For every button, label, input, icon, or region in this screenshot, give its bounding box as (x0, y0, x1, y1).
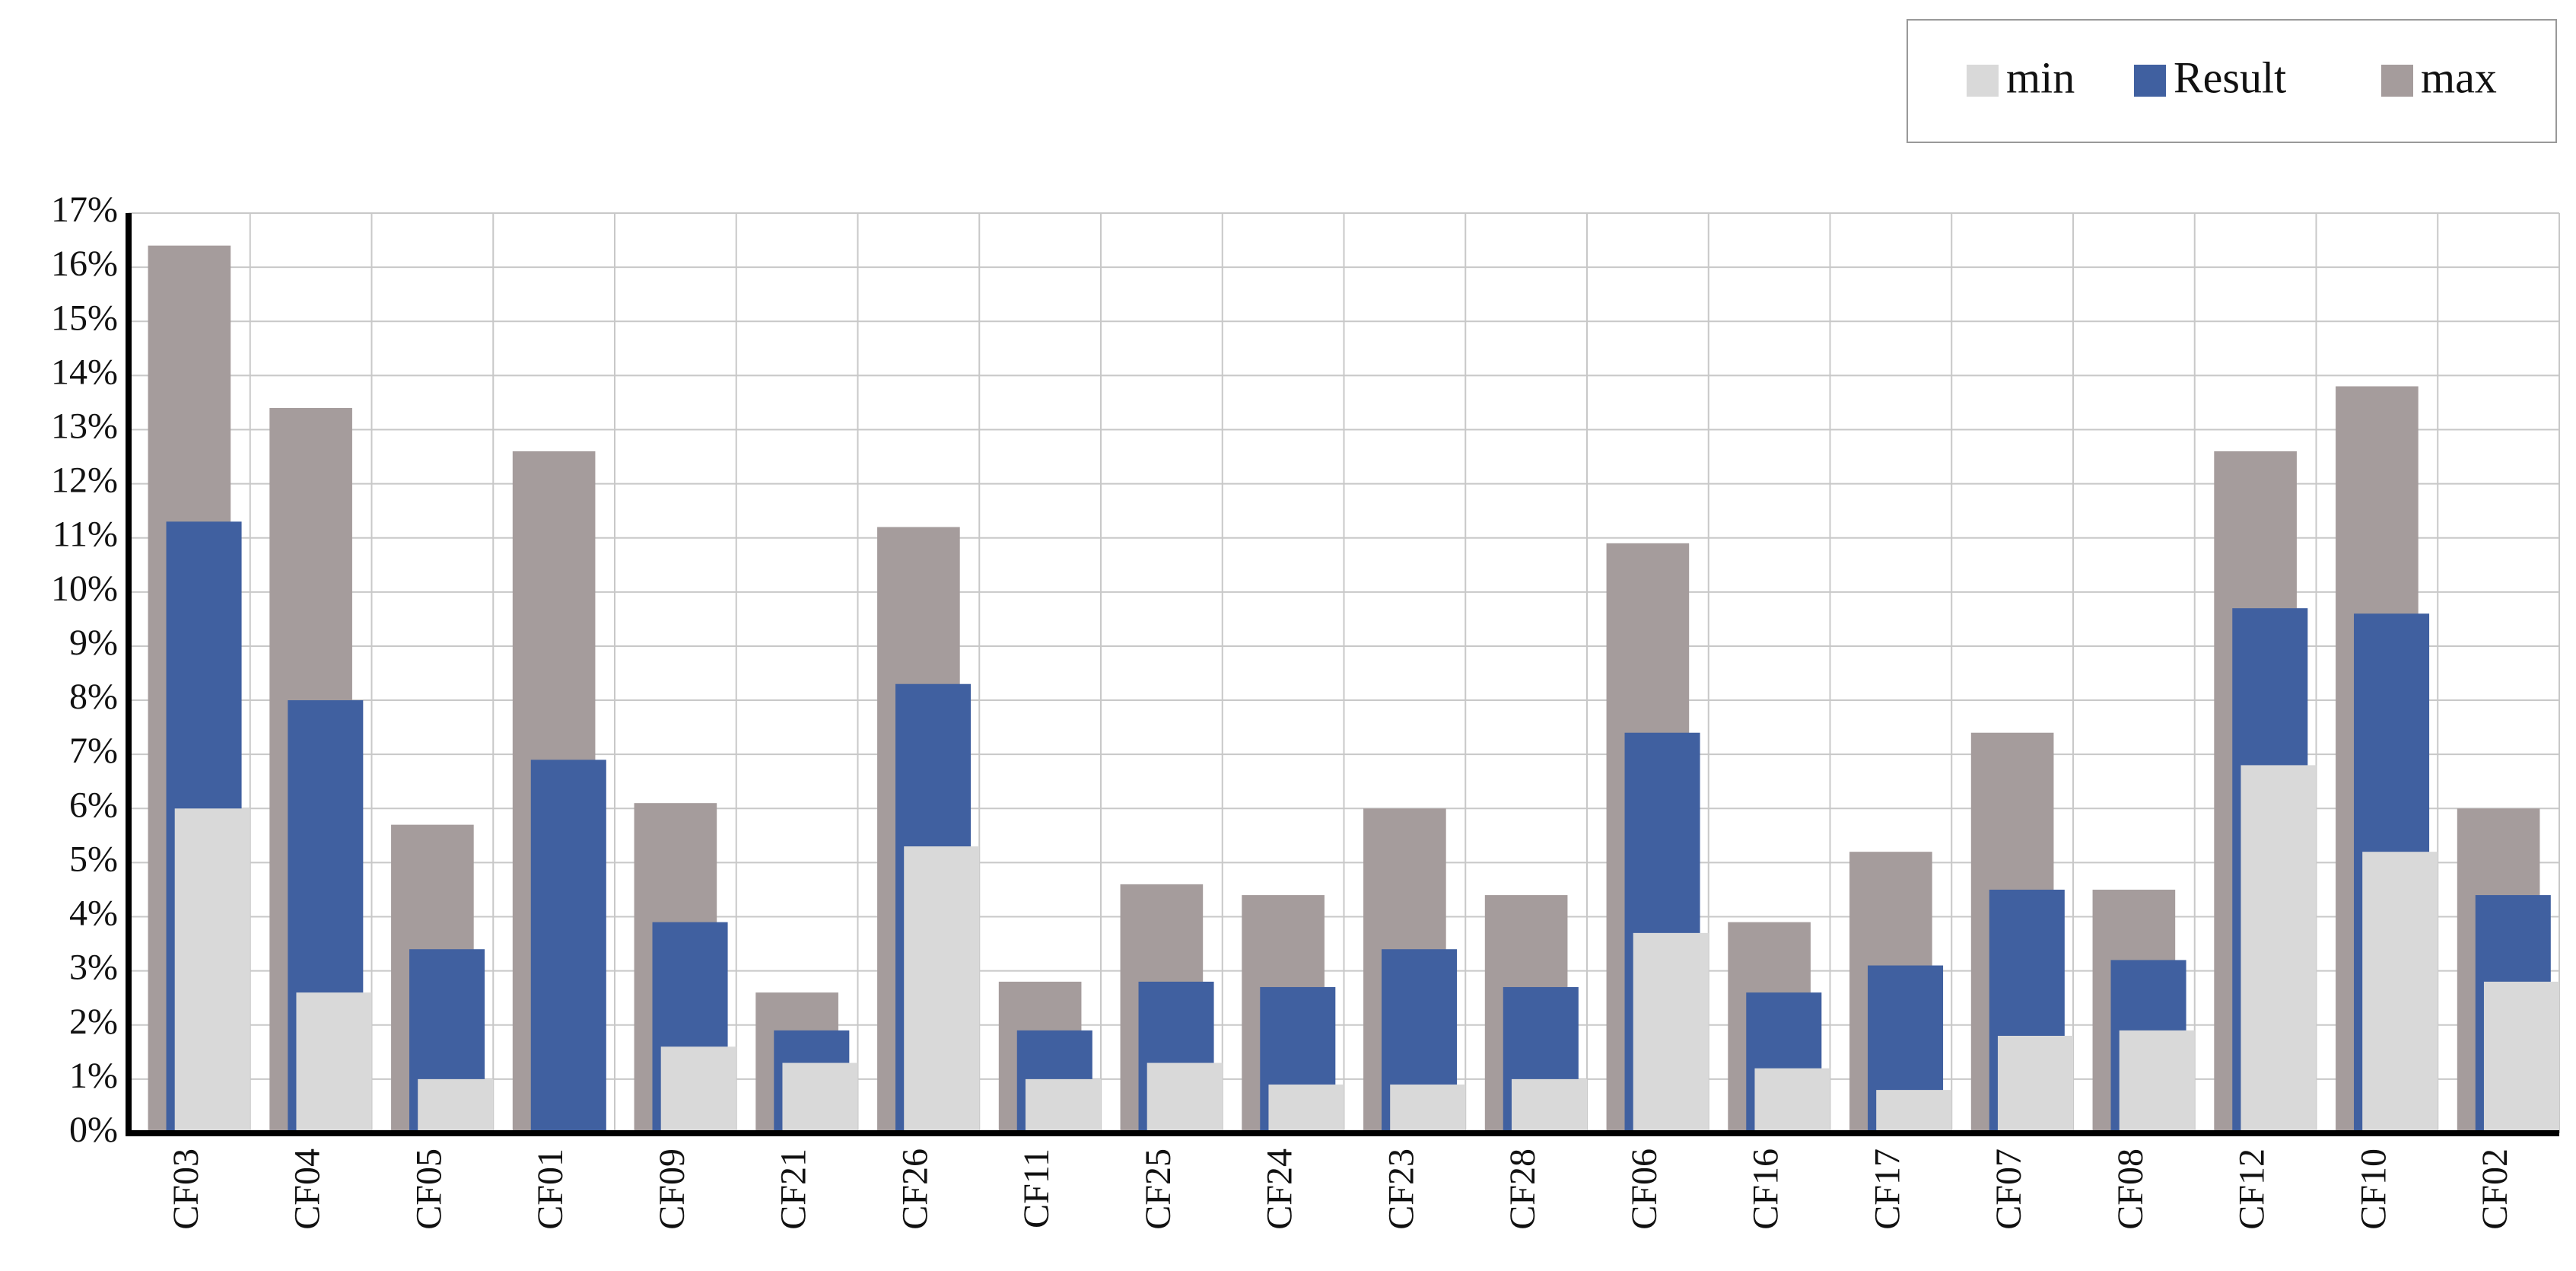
x-tick-label: CF17 (1867, 1148, 1907, 1230)
x-tick-label: CF11 (1016, 1148, 1057, 1228)
x-tick-label: CF16 (1746, 1148, 1786, 1230)
y-tick-label: 17% (51, 190, 118, 230)
x-tick-label: CF04 (288, 1148, 328, 1230)
bar (1876, 1090, 1952, 1133)
y-tick-label: 2% (69, 1002, 118, 1042)
y-tick-label: 1% (69, 1056, 118, 1096)
bar (1268, 1084, 1344, 1133)
x-tick-label: CF23 (1381, 1148, 1421, 1230)
bar (418, 1078, 494, 1133)
x-tick-label: CF25 (1138, 1148, 1178, 1230)
bar (2483, 981, 2559, 1133)
bar (1997, 1035, 2073, 1133)
bar (904, 846, 980, 1133)
bar (174, 808, 250, 1133)
x-tick-label: CF05 (409, 1148, 449, 1230)
y-tick-label: 13% (51, 406, 118, 446)
bar (530, 760, 606, 1133)
x-tick-label: CF01 (530, 1148, 571, 1230)
x-tick-label: CF08 (2110, 1148, 2151, 1230)
x-tick-label: CF26 (895, 1148, 935, 1230)
bar (1390, 1084, 1466, 1133)
x-tick-label: CF02 (2475, 1148, 2515, 1230)
bar (782, 1062, 858, 1133)
y-tick-label: 7% (69, 731, 118, 771)
y-tick-label: 14% (51, 352, 118, 392)
x-tick-label: CF28 (1503, 1148, 1543, 1230)
bar (2362, 852, 2438, 1133)
y-tick-label: 12% (51, 460, 118, 501)
legend-box (1907, 19, 2557, 143)
bar (1511, 1078, 1587, 1133)
y-tick-label: 6% (69, 785, 118, 825)
bar (660, 1046, 736, 1133)
y-tick-label: 0% (69, 1110, 118, 1150)
y-tick-label: 9% (69, 623, 118, 663)
y-tick-label: 16% (51, 244, 118, 284)
legend-swatch (2381, 65, 2413, 97)
bar (1754, 1068, 1830, 1133)
bar (296, 992, 372, 1133)
x-tick-label: CF12 (2232, 1148, 2272, 1230)
bar (2240, 765, 2317, 1133)
x-tick-label: CF07 (1989, 1148, 2029, 1230)
y-tick-label: 4% (69, 894, 118, 934)
bar (1633, 932, 1709, 1133)
y-tick-label: 5% (69, 839, 118, 879)
y-tick-label: 11% (52, 514, 118, 555)
bar (1146, 1062, 1223, 1133)
legend-swatch (1967, 65, 1999, 97)
legend-label: min (2006, 53, 2075, 102)
x-tick-label: CF06 (1624, 1148, 1665, 1230)
x-tick-label: CF03 (166, 1148, 206, 1230)
y-tick-label: 10% (51, 569, 118, 609)
legend-swatch (2134, 65, 2166, 97)
legend-label: Result (2174, 53, 2286, 102)
y-tick-label: 3% (69, 948, 118, 988)
y-tick-label: 15% (51, 298, 118, 338)
x-tick-label: CF10 (2353, 1148, 2393, 1230)
x-tick-label: CF24 (1260, 1148, 1300, 1230)
y-tick-label: 8% (69, 677, 118, 717)
bar (1025, 1078, 1101, 1133)
legend-label: max (2421, 53, 2497, 102)
bar (2119, 1030, 2195, 1133)
x-tick-label: CF09 (652, 1148, 692, 1230)
x-tick-label: CF21 (774, 1148, 814, 1230)
